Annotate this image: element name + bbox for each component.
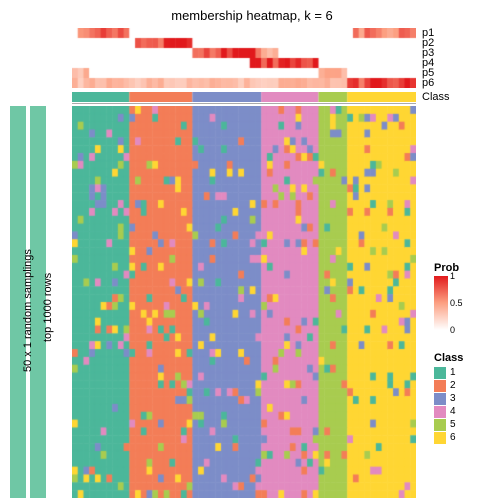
chart-title: membership heatmap, k = 6 bbox=[0, 8, 504, 23]
legend-prob: Prob 10.50 bbox=[434, 262, 459, 330]
legend-swatch bbox=[434, 419, 446, 431]
row-label-class: Class bbox=[422, 91, 450, 103]
legend-class-item: 1 bbox=[434, 366, 463, 379]
legend-prob-tick: 0.5 bbox=[450, 298, 463, 308]
legend-swatch bbox=[434, 367, 446, 379]
legend-class-label: 3 bbox=[450, 393, 456, 404]
legend-class: Class 1 2 3 4 5 6 bbox=[434, 352, 463, 444]
legend-class-label: 4 bbox=[450, 406, 456, 417]
row-label-p6: p6 bbox=[422, 77, 434, 89]
probability-heatmap bbox=[72, 28, 416, 88]
legend-swatch bbox=[434, 406, 446, 418]
legend-class-label: 6 bbox=[450, 432, 456, 443]
legend-prob-gradient: 10.50 bbox=[434, 276, 448, 330]
legend-swatch bbox=[434, 380, 446, 392]
legend-class-label: 2 bbox=[450, 380, 456, 391]
legend-prob-title: Prob bbox=[434, 262, 459, 274]
legend-class-label: 1 bbox=[450, 367, 456, 378]
legend-prob-tick: 0 bbox=[450, 325, 455, 335]
legend-class-item: 3 bbox=[434, 392, 463, 405]
class-separator bbox=[72, 103, 416, 104]
rows-axis-label: top 1000 rows bbox=[42, 273, 54, 342]
legend-prob-tick: 1 bbox=[450, 271, 455, 281]
main-heatmap bbox=[72, 106, 416, 498]
legend-class-item: 6 bbox=[434, 431, 463, 444]
samplings-label: 50 x 1 random samplings bbox=[22, 249, 34, 372]
legend-swatch bbox=[434, 432, 446, 444]
legend-class-title: Class bbox=[434, 352, 463, 364]
legend-class-label: 5 bbox=[450, 419, 456, 430]
legend-class-item: 5 bbox=[434, 418, 463, 431]
legend-swatch bbox=[434, 393, 446, 405]
legend-class-item: 4 bbox=[434, 405, 463, 418]
class-row bbox=[72, 92, 416, 102]
legend-class-item: 2 bbox=[434, 379, 463, 392]
